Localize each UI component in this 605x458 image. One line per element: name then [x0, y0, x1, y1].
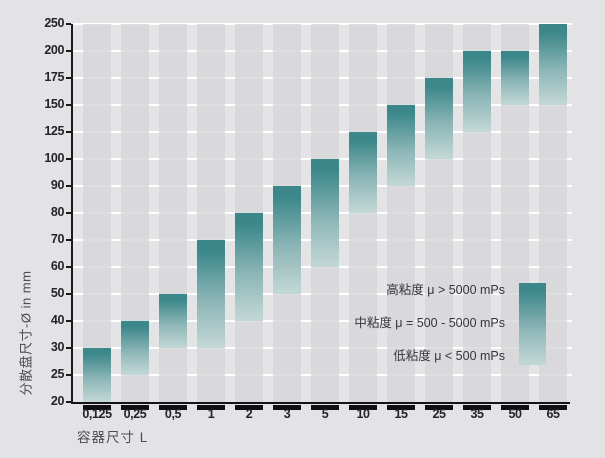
range-bar-65: [539, 24, 567, 105]
y-tick-label-175: 175: [44, 70, 64, 84]
y-tick-label-70: 70: [50, 232, 65, 246]
y-tick-175: [66, 77, 71, 79]
y-tick-125: [66, 131, 71, 133]
x-tick-label-0,25: 0,25: [123, 407, 147, 421]
x-tick-25: [425, 405, 453, 410]
y-tick-label-25: 25: [50, 367, 65, 381]
x-tick-10: [349, 405, 377, 410]
y-tick-60: [66, 266, 71, 268]
range-bar-2: [235, 213, 263, 321]
column-band-15: [387, 24, 415, 402]
y-axis-line: [71, 24, 73, 404]
y-tick-label-30: 30: [50, 340, 65, 354]
x-tick-1: [197, 405, 225, 410]
x-axis-title: 容器尺寸 L: [77, 430, 149, 445]
y-tick-250: [66, 23, 71, 25]
x-tick-0,5: [159, 405, 187, 410]
column-band-0,125: [83, 24, 111, 402]
y-tick-label-100: 100: [44, 151, 64, 165]
range-bar-5: [311, 159, 339, 267]
y-tick-label-250: 250: [44, 16, 64, 30]
x-tick-0,25: [121, 405, 149, 410]
y-tick-label-125: 125: [44, 124, 64, 138]
x-tick-label-10: 10: [356, 407, 370, 421]
x-tick-label-2: 2: [245, 407, 253, 421]
x-tick-label-0,125: 0,125: [82, 407, 112, 421]
range-bar-15: [387, 105, 415, 186]
y-tick-30: [66, 347, 71, 349]
range-bar-35: [463, 51, 491, 132]
x-tick-label-15: 15: [394, 407, 408, 421]
y-tick-90: [66, 185, 71, 187]
y-tick-label-90: 90: [50, 178, 65, 192]
x-tick-label-65: 65: [546, 407, 560, 421]
y-tick-label-50: 50: [50, 286, 65, 300]
y-tick-40: [66, 320, 71, 322]
range-bar-3: [273, 186, 301, 294]
range-bar-1: [197, 240, 225, 348]
legend-row-medium-viscosity: 中粘度 μ = 500 - 5000 mPs: [354, 316, 505, 330]
x-tick-label-1: 1: [207, 407, 215, 421]
y-tick-label-40: 40: [50, 313, 65, 327]
x-tick-label-5: 5: [321, 407, 329, 421]
x-tick-3: [273, 405, 301, 410]
legend-row-low-viscosity: 低粘度 μ < 500 mPs: [393, 349, 505, 363]
column-band-10: [349, 24, 377, 402]
x-tick-15: [387, 405, 415, 410]
y-tick-80: [66, 212, 71, 214]
x-tick-label-50: 50: [508, 407, 522, 421]
range-bar-0,5: [159, 294, 187, 348]
legend-row-high-viscosity: 高粘度 μ > 5000 mPs: [386, 283, 505, 297]
legend-gradient-swatch: [519, 283, 546, 365]
y-tick-50: [66, 293, 71, 295]
y-tick-label-60: 60: [50, 259, 65, 273]
range-bar-25: [425, 78, 453, 159]
x-tick-2: [235, 405, 263, 410]
x-tick-0,125: [83, 405, 111, 410]
x-tick-label-3: 3: [283, 407, 291, 421]
x-tick-label-35: 35: [470, 407, 484, 421]
range-bar-50: [501, 51, 529, 105]
range-bar-0,25: [121, 321, 149, 375]
x-tick-65: [539, 405, 567, 410]
x-tick-50: [501, 405, 529, 410]
x-tick-35: [463, 405, 491, 410]
legend: 高粘度 μ > 5000 mPs 中粘度 μ = 500 - 5000 mPs …: [354, 282, 505, 381]
x-tick-label-25: 25: [432, 407, 446, 421]
x-tick-label-0,5: 0,5: [164, 407, 182, 421]
y-tick-label-80: 80: [50, 205, 65, 219]
y-tick-150: [66, 104, 71, 106]
range-bar-10: [349, 132, 377, 213]
x-axis-line: [72, 402, 570, 404]
plot-area: [73, 23, 572, 402]
y-tick-label-150: 150: [44, 97, 64, 111]
y-tick-20: [66, 401, 71, 403]
y-tick-100: [66, 158, 71, 160]
y-tick-label-20: 20: [50, 394, 65, 408]
y-tick-25: [66, 374, 71, 376]
y-tick-label-200: 200: [44, 43, 64, 57]
y-tick-70: [66, 239, 71, 241]
range-bar-0,125: [83, 348, 111, 402]
x-tick-5: [311, 405, 339, 410]
y-tick-200: [66, 50, 71, 52]
